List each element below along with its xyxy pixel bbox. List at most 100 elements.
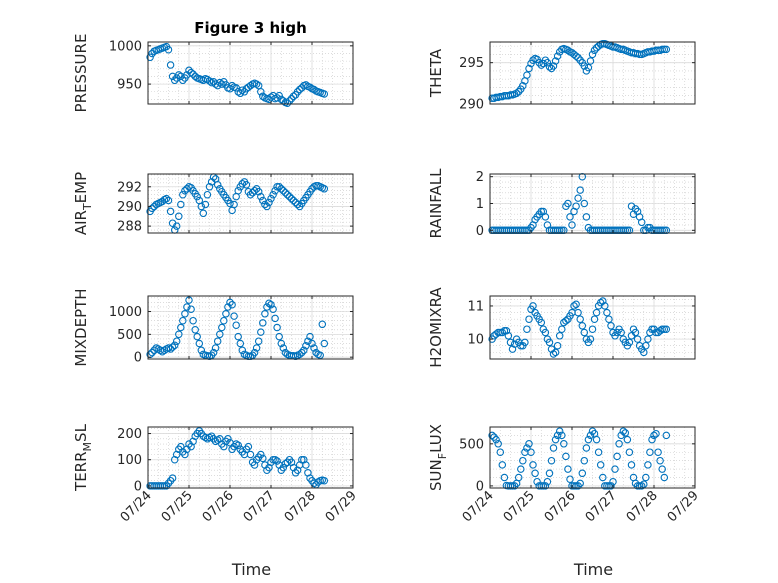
data-point	[267, 300, 275, 309]
y-axis-label: PRESSURE	[72, 34, 90, 113]
series-markers	[146, 296, 329, 361]
data-point	[166, 207, 175, 216]
data-point	[197, 202, 206, 211]
data-point	[660, 473, 669, 482]
data-point	[527, 448, 535, 456]
data-point	[232, 321, 240, 329]
data-point	[257, 88, 265, 96]
data-point	[279, 463, 288, 472]
subplot-6: 10 11 H2OMIXRA	[427, 287, 696, 368]
data-point	[562, 317, 570, 325]
data-point	[572, 300, 580, 309]
data-point	[273, 323, 281, 332]
data-point	[623, 435, 632, 444]
y-axis-label-subscript: M	[81, 442, 94, 452]
y-tick-label: 290	[459, 98, 484, 113]
data-point	[512, 89, 521, 98]
grid	[489, 174, 696, 233]
data-point	[566, 475, 574, 483]
data-point	[302, 461, 310, 469]
data-point	[660, 325, 669, 333]
data-point	[519, 456, 527, 465]
data-point	[242, 181, 251, 189]
data-point	[259, 454, 267, 463]
data-point	[488, 431, 496, 440]
data-point	[179, 76, 187, 85]
data-point	[574, 482, 582, 490]
data-point	[320, 185, 329, 193]
data-point	[642, 473, 650, 482]
data-point	[551, 57, 560, 65]
x-tick-label: 07/25	[159, 488, 196, 525]
data-point	[650, 431, 658, 440]
data-point	[523, 325, 531, 333]
data-point	[580, 199, 589, 208]
data-point	[175, 330, 183, 339]
data-point	[572, 482, 580, 490]
y-tick-label: 2	[476, 170, 484, 185]
y-axis-label-main: TERR	[72, 451, 90, 492]
data-point	[199, 209, 208, 218]
data-point	[640, 348, 648, 357]
data-point	[558, 431, 566, 440]
data-point	[279, 186, 288, 195]
data-point	[220, 316, 228, 325]
axes-box	[489, 295, 696, 360]
data-point	[193, 332, 201, 341]
data-point	[213, 337, 222, 345]
y-axis-label-subscript: F	[436, 453, 449, 459]
data-point	[257, 192, 265, 201]
data-point	[269, 305, 277, 313]
data-point	[183, 303, 191, 311]
data-point	[551, 348, 560, 357]
data-point	[543, 477, 552, 486]
data-point	[545, 63, 554, 71]
data-point	[226, 199, 234, 208]
data-point	[179, 316, 187, 325]
data-point	[588, 50, 597, 59]
data-point	[295, 350, 304, 359]
data-point	[218, 80, 226, 88]
data-point	[222, 310, 230, 318]
data-point	[226, 298, 234, 307]
y-axis-label: MIXDEPTH	[72, 288, 90, 366]
data-point	[259, 92, 267, 101]
data-point	[261, 200, 269, 209]
data-point	[541, 328, 550, 337]
data-point	[162, 194, 171, 203]
y-tick-label: 200	[117, 427, 142, 442]
data-point	[576, 56, 584, 64]
data-point	[230, 312, 238, 320]
y-tick-label: 950	[117, 78, 142, 93]
data-point	[654, 448, 662, 456]
data-point	[234, 441, 242, 450]
y-tick-label: 0	[476, 224, 484, 239]
data-point	[277, 339, 286, 348]
data-point	[189, 70, 197, 78]
data-point	[619, 427, 628, 435]
data-point	[621, 429, 630, 437]
data-point	[164, 45, 173, 54]
data-point	[564, 465, 572, 473]
data-point	[300, 346, 308, 355]
data-point	[658, 45, 666, 54]
data-point	[250, 186, 259, 195]
data-point	[514, 473, 523, 482]
data-point	[646, 448, 654, 456]
data-point	[603, 482, 611, 490]
data-point	[271, 314, 279, 323]
data-point	[529, 56, 537, 64]
data-point	[617, 328, 625, 337]
data-point	[521, 338, 529, 347]
data-point	[637, 218, 646, 227]
data-point	[175, 212, 183, 221]
data-point	[588, 325, 597, 333]
data-point	[576, 479, 584, 488]
y-axis-label: SUNFLUX	[427, 424, 449, 491]
data-point	[211, 344, 220, 352]
data-point	[586, 57, 595, 65]
data-point	[572, 202, 580, 210]
y-tick-label: 11	[467, 299, 484, 314]
data-point	[228, 300, 236, 309]
data-point	[175, 71, 183, 79]
